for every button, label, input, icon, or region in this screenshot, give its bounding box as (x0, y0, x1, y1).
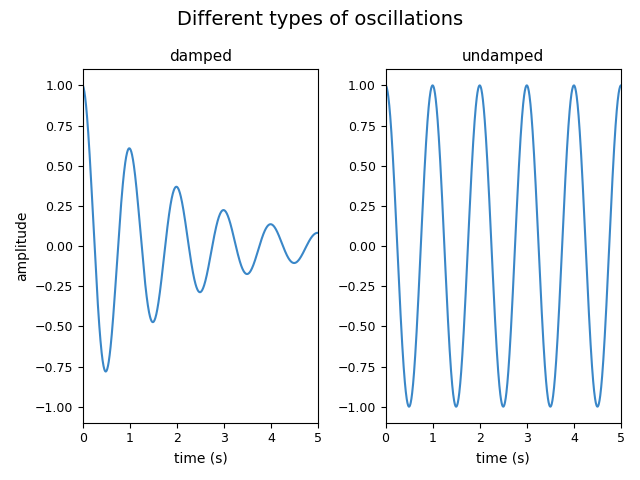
Text: Different types of oscillations: Different types of oscillations (177, 10, 463, 29)
X-axis label: time (s): time (s) (476, 451, 530, 465)
X-axis label: time (s): time (s) (173, 451, 227, 465)
Title: damped: damped (169, 49, 232, 64)
Y-axis label: amplitude: amplitude (15, 211, 29, 281)
Title: undamped: undamped (462, 49, 545, 64)
